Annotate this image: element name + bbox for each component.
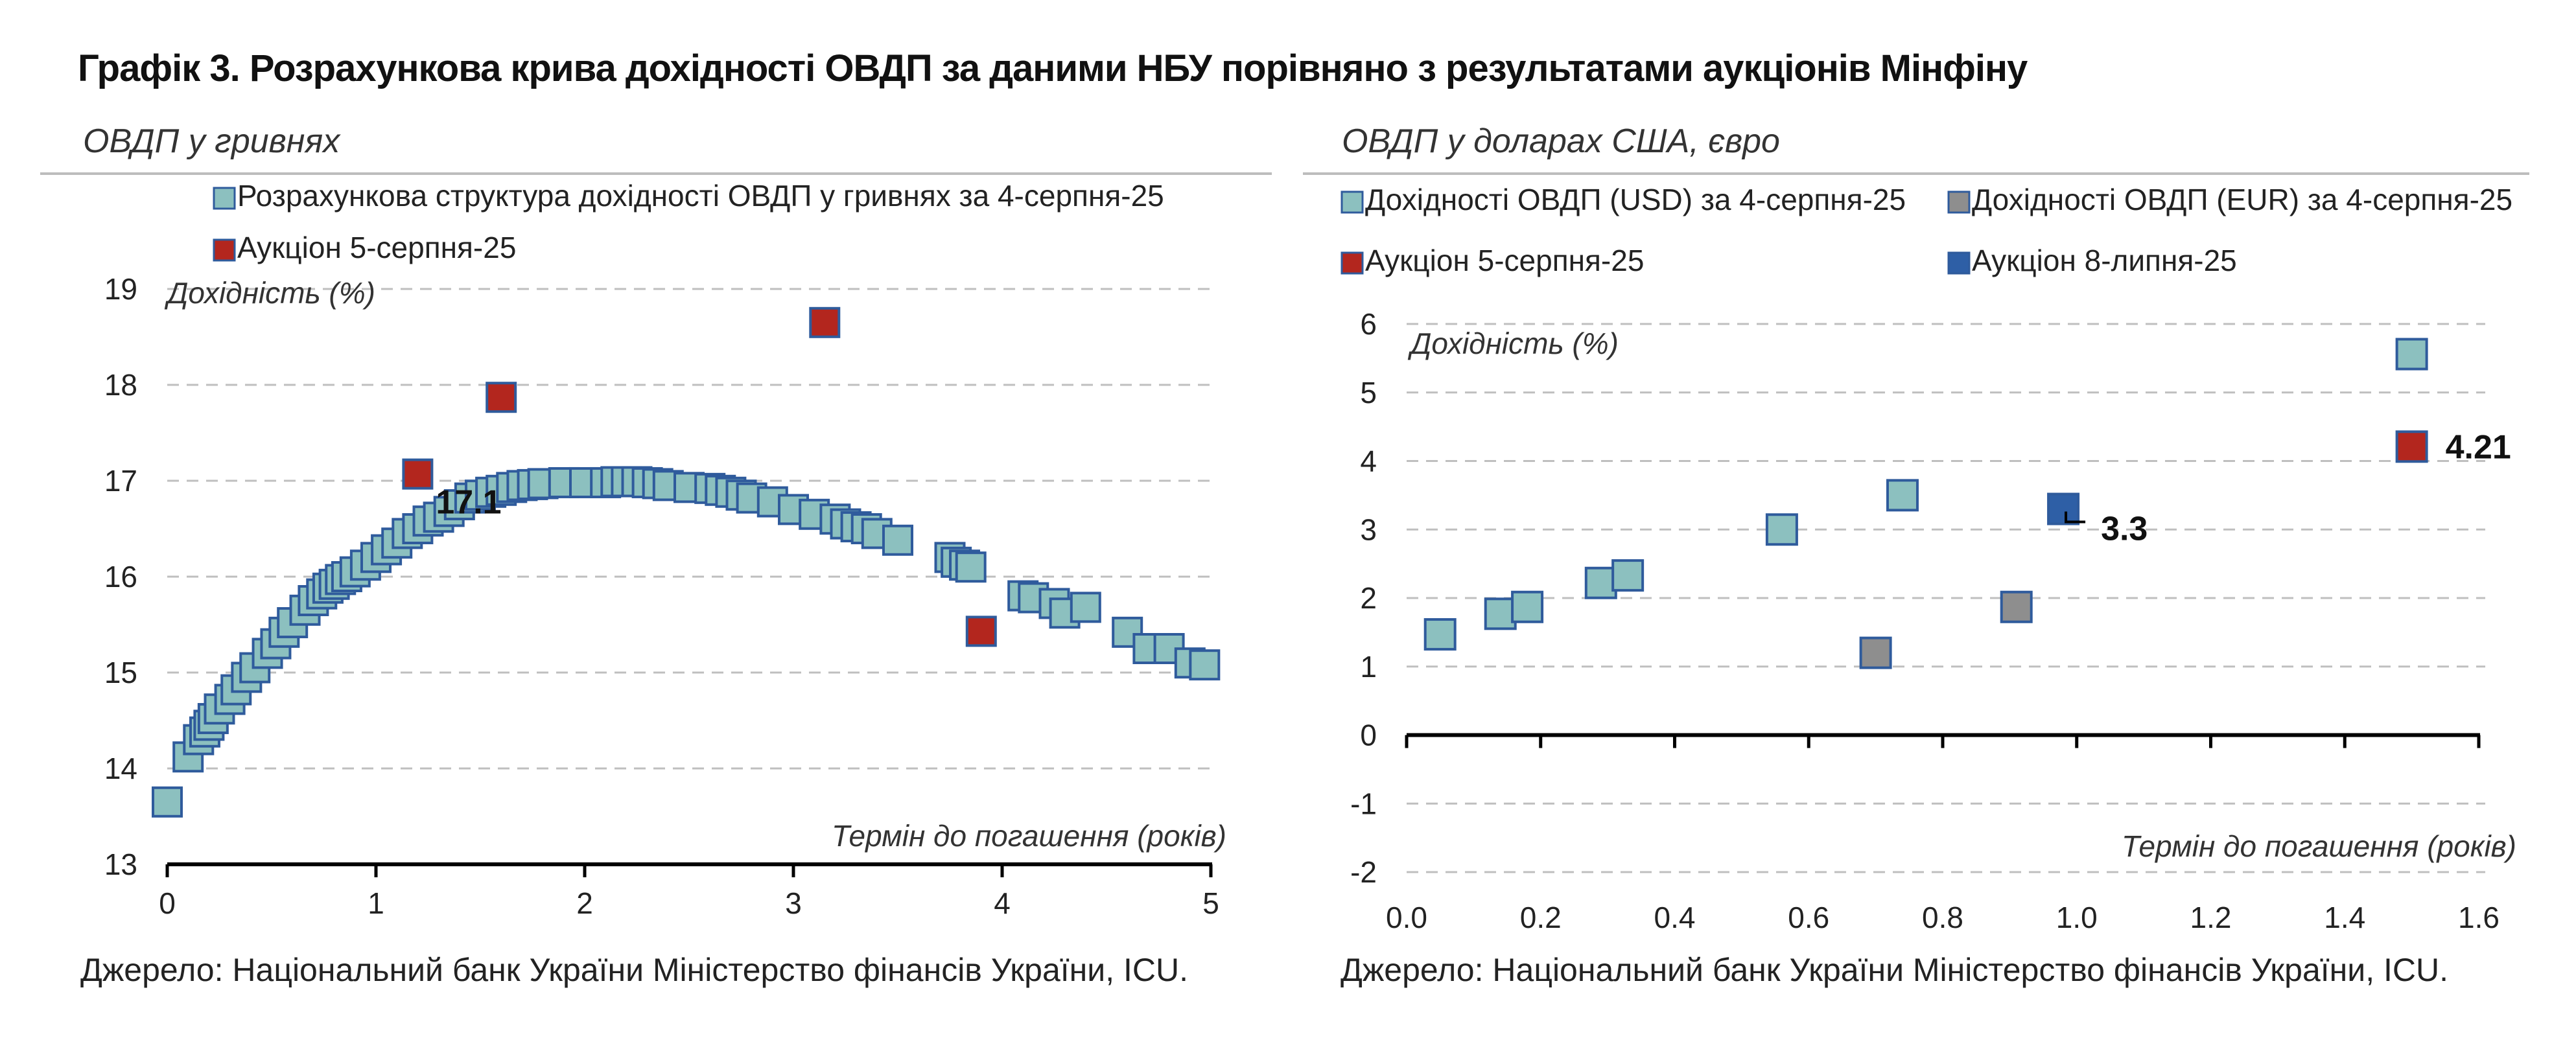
data-point [1765, 513, 1798, 546]
data-point [1886, 479, 1919, 512]
data-point [1070, 592, 1101, 623]
left-source-note: Джерело: Національний банк України Мініс… [80, 952, 1188, 988]
y-tick-label: 16 [104, 560, 137, 593]
left-panel-divider [40, 172, 1272, 175]
y-axis-label: Дохідність (%) [1407, 327, 1619, 360]
data-point [152, 786, 183, 818]
y-tick-label: 1 [1360, 650, 1377, 684]
data-point [809, 306, 841, 338]
y-tick-label: -1 [1350, 787, 1377, 820]
data-point [486, 382, 517, 413]
legend-swatch [213, 187, 236, 210]
x-tick-label: 1.6 [2458, 901, 2500, 934]
y-tick-label: 18 [104, 368, 137, 402]
legend-swatch [1947, 190, 1971, 214]
annotation-leader [2065, 511, 2086, 524]
y-axis-label: Дохідність (%) [164, 276, 375, 310]
data-point [1484, 597, 1517, 630]
data-point [1112, 616, 1143, 648]
x-tick-label: 0.4 [1654, 901, 1696, 934]
y-tick-label: 2 [1360, 581, 1377, 615]
legend-label: Аукціон 8-липня-25 [1972, 244, 2237, 277]
y-tick-label: 0 [1360, 719, 1377, 752]
legend-label: Аукціон 5-серпня-25 [1365, 244, 1644, 277]
data-point [955, 551, 987, 583]
legend-swatch [213, 238, 236, 262]
data-label: 17.1 [436, 484, 501, 522]
y-tick-label: 4 [1360, 444, 1377, 478]
data-point [2395, 338, 2428, 371]
data-point [2047, 492, 2080, 525]
x-tick-label: 1 [368, 886, 384, 920]
data-point [2000, 590, 2033, 623]
figure-title: Графік 3. Розрахункова крива дохідності … [78, 47, 2028, 89]
x-axis-label: Термін до погашення (років) [2122, 829, 2516, 863]
y-tick-label: -2 [1350, 855, 1377, 889]
data-point [882, 524, 913, 556]
y-tick-label: 15 [104, 656, 137, 689]
x-tick-label: 5 [1202, 886, 1219, 920]
data-point [1189, 649, 1221, 681]
legend-swatch [1947, 251, 1971, 275]
x-axis-label: Термін до погашення (років) [832, 819, 1226, 853]
x-tick-label: 0.8 [1922, 901, 1963, 934]
x-tick-label: 0.2 [1520, 901, 1562, 934]
x-tick-label: 3 [785, 886, 802, 920]
x-tick-label: 2 [576, 886, 593, 920]
x-tick-label: 0.0 [1386, 901, 1427, 934]
right-panel-divider [1303, 172, 2529, 175]
y-tick-label: 6 [1360, 307, 1377, 341]
legend-label: Дохідності ОВДП (USD) за 4-серпня-25 [1365, 183, 1906, 216]
legend-swatch [1341, 190, 1364, 214]
y-tick-label: 14 [104, 752, 137, 785]
y-tick-label: 3 [1360, 513, 1377, 546]
data-point [1611, 559, 1645, 592]
y-tick-label: 13 [104, 847, 137, 881]
x-tick-label: 1.2 [2190, 901, 2232, 934]
x-tick-label: 1.4 [2324, 901, 2365, 934]
data-label: 3.3 [2101, 511, 2148, 548]
x-tick-label: 0 [159, 886, 176, 920]
y-tick-label: 17 [104, 464, 137, 498]
x-tick-label: 4 [994, 886, 1011, 920]
data-point [1511, 590, 1544, 623]
right-panel-subtitle: ОВДП у доларах США, євро [1342, 122, 1780, 160]
data-point [1584, 566, 1617, 599]
legend-label: Розрахункова структура дохідності ОВДП у… [237, 179, 1164, 213]
data-point [402, 458, 434, 490]
legend-swatch [1341, 251, 1364, 275]
legend-label: Дохідності ОВДП (EUR) за 4-серпня-25 [1972, 183, 2512, 216]
data-point [965, 616, 997, 647]
x-tick-label: 1.0 [2056, 901, 2098, 934]
data-label: 4.21 [2446, 428, 2511, 466]
legend-label: Аукціон 5-серпня-25 [237, 231, 516, 264]
right-source-note: Джерело: Національний банк України Мініс… [1341, 952, 2448, 988]
data-point [2395, 430, 2428, 463]
left-panel-subtitle: ОВДП у гривнях [83, 122, 340, 160]
data-point [1859, 636, 1892, 669]
x-tick-label: 0.6 [1788, 901, 1829, 934]
data-point [1423, 618, 1457, 651]
y-tick-label: 19 [104, 272, 137, 306]
y-tick-label: 5 [1360, 376, 1377, 409]
